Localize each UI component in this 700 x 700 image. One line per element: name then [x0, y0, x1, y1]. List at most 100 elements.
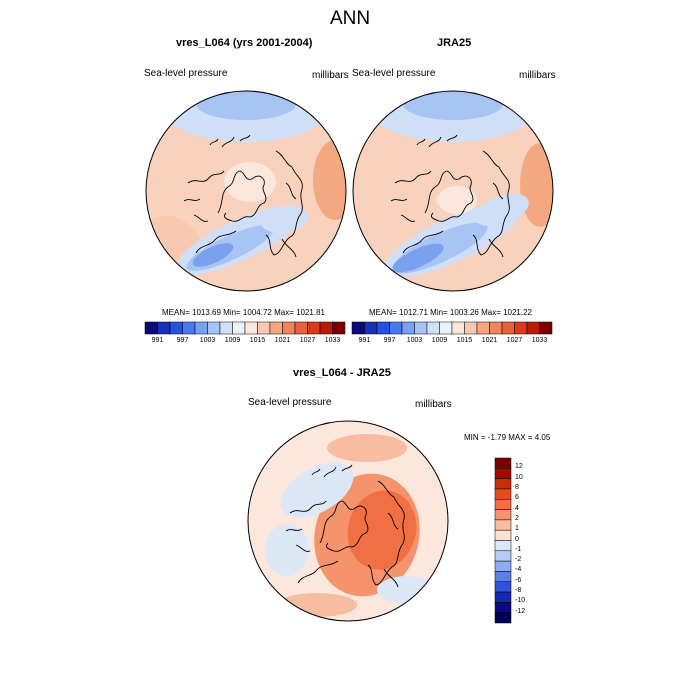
panel-3-polar-map [247, 420, 449, 622]
colorbar-box [389, 321, 403, 335]
colorbar-box [494, 519, 512, 531]
coastline [416, 134, 458, 148]
panel-2-colorbar-labels: 991 997 1003 1009 1015 1021 1027 1033 [352, 337, 552, 347]
colorbar-tick-label: 997 [383, 337, 396, 344]
panel-3-title: vres_L064 - JRA25 [293, 367, 391, 379]
colorbar-box [282, 321, 296, 335]
colorbar-box [426, 321, 440, 335]
colorbar-tick-label: 1033 [324, 337, 341, 344]
coastline [217, 170, 267, 222]
panel-1-variable-label: Sea-level pressure [144, 68, 228, 79]
colorbar-tick-label: -6 [515, 576, 522, 584]
colorbar-tick-label: 1009 [431, 337, 448, 344]
coastline [183, 170, 225, 222]
panel-1-units-label: millibars [312, 70, 349, 81]
panel-1-title: vres_L064 (yrs 2001-2004) [176, 37, 313, 49]
panel-3-units-label: millibars [415, 399, 452, 410]
colorbar-box [494, 602, 512, 613]
colorbar-box [539, 321, 553, 335]
coastline [209, 134, 251, 148]
panel-2-title: JRA25 [437, 37, 472, 49]
colorbar-box [494, 509, 512, 521]
colorbar-box [494, 488, 512, 500]
colorbar-box [194, 321, 208, 335]
colorbar-tick-label: -2 [515, 556, 522, 564]
coastline [424, 170, 474, 222]
panel-2-variable-label: Sea-level pressure [352, 68, 436, 79]
panel-2-stats: MEAN= 1012.71 Min= 1003.26 Max= 1021.22 [369, 308, 532, 317]
colorbar-box [494, 457, 512, 469]
colorbar-tick-label: 991 [358, 337, 371, 344]
colorbar-box [307, 321, 321, 335]
contour-field [146, 91, 346, 291]
colorbar-box [257, 321, 271, 335]
colorbar-tick-label: 8 [515, 483, 519, 491]
contour-region [196, 91, 296, 120]
contour-region [277, 593, 357, 617]
colorbar-box [514, 321, 528, 335]
colorbar-box [332, 321, 346, 335]
colorbar-tick-label: 991 [151, 337, 164, 344]
contour-region [392, 243, 444, 273]
panel-1-polar-map [145, 90, 347, 292]
colorbar-tick-label: 0 [515, 535, 519, 543]
colorbar-box [489, 321, 503, 335]
colorbar-tick-label: 1027 [506, 337, 523, 344]
colorbar-tick-label: 4 [515, 504, 519, 512]
colorbar-tick-label: 1015 [249, 337, 266, 344]
colorbar-box [476, 321, 490, 335]
panel-1-colorbar [144, 321, 346, 335]
colorbar-box [494, 581, 512, 593]
colorbar-box [414, 321, 428, 335]
colorbar-tick-label: 1003 [406, 337, 423, 344]
colorbar-box [269, 321, 283, 335]
colorbar-tick-label: 6 [515, 494, 519, 502]
colorbar-box [182, 321, 196, 335]
colorbar-box [526, 321, 540, 335]
colorbar-tick-label: 997 [176, 337, 189, 344]
colorbar-tick-label: 1015 [456, 337, 473, 344]
coastline [402, 182, 504, 258]
colorbar-box [364, 321, 378, 335]
colorbar-tick-label: 10 [515, 473, 523, 481]
colorbar-box [207, 321, 221, 335]
colorbar-box [494, 540, 512, 552]
contour-region [475, 193, 529, 227]
coastline [195, 182, 297, 258]
colorbar-box [494, 591, 512, 603]
contour-region [192, 243, 234, 267]
contour-region [437, 186, 477, 214]
panel-2-polar-map [352, 90, 554, 292]
colorbar-box [351, 321, 365, 335]
colorbar-tick-label: 1027 [299, 337, 316, 344]
coastline [297, 512, 399, 588]
colorbar-box [494, 499, 512, 510]
coastline [311, 464, 353, 478]
coastline [285, 500, 327, 552]
coastline [319, 500, 369, 552]
colorbar-tick-label: -12 [515, 607, 526, 615]
colorbar-box [494, 529, 512, 541]
colorbar-tick-label: 1009 [224, 337, 241, 344]
coastline [472, 150, 510, 256]
panel-2-units-label: millibars [519, 70, 556, 81]
colorbar-tick-label: 1021 [274, 337, 291, 344]
panel-3-stats: MIN = -1.79 MAX = 4.05 [464, 433, 551, 442]
coastline [265, 150, 303, 256]
contour-field [353, 91, 553, 291]
panel-3-variable-label: Sea-level pressure [248, 397, 332, 408]
colorbar-tick-label: -4 [515, 566, 522, 574]
colorbar-box [494, 478, 512, 490]
coastline [390, 170, 432, 222]
colorbar-box [464, 321, 478, 335]
contour-region [261, 207, 309, 233]
colorbar-box [157, 321, 171, 335]
panel-1-colorbar-labels: 991 997 1003 1009 1015 1021 1027 1033 [145, 337, 345, 347]
colorbar-tick-label: 12 [515, 463, 523, 471]
colorbar-box [401, 321, 415, 335]
colorbar-box [232, 321, 246, 335]
contour-region [224, 162, 276, 202]
colorbar-tick-label: 2 [515, 514, 519, 522]
colorbar-box [494, 612, 512, 624]
colorbar-tick-label: -8 [515, 587, 522, 595]
